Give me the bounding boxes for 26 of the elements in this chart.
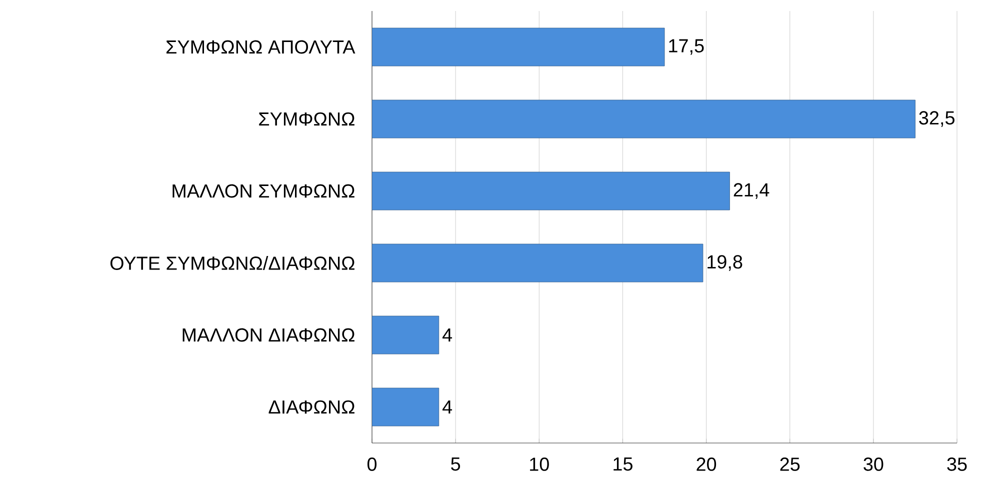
y-tick-label: ΔΙΑΦΩΝΩ [268, 400, 354, 414]
y-tick-label: ΣΥΜΦΩΝΩ ΑΠΟΛΥΤΑ [166, 40, 356, 54]
y-tick-label: ΜΑΛΛΟΝ ΣΥΜΦΩΝΩ [172, 184, 354, 198]
data-label: 4 [442, 400, 452, 414]
y-tick-label: ΣΥΜΦΩΝΩ [259, 112, 354, 126]
x-tick-label: 5 [451, 458, 460, 471]
x-tick-label: 35 [947, 458, 967, 471]
bar [372, 244, 704, 282]
bar [372, 388, 440, 426]
x-tick-label: 25 [780, 458, 800, 471]
bar [372, 100, 916, 138]
bar [372, 28, 665, 66]
data-label: 32,5 [919, 111, 954, 127]
data-label: 19,8 [708, 255, 742, 271]
x-tick-label: 20 [696, 458, 716, 471]
x-tick-label: 15 [614, 458, 632, 471]
bar [372, 316, 440, 354]
y-tick-label: ΜΑΛΛΟΝ ΔΙΑΦΩΝΩ [182, 328, 354, 342]
data-label: 4 [442, 328, 452, 342]
x-tick-label: 30 [864, 458, 884, 471]
y-tick-label: ΟΥΤΕ ΣΥΜΦΩΝΩ/ΔΙΑΦΩΝΩ [110, 256, 354, 270]
x-tick-label: 10 [530, 458, 549, 471]
x-tick-label: 0 [367, 458, 377, 471]
data-label: 21,4 [734, 183, 770, 199]
bar [372, 172, 730, 210]
data-label: 17,5 [669, 39, 704, 55]
